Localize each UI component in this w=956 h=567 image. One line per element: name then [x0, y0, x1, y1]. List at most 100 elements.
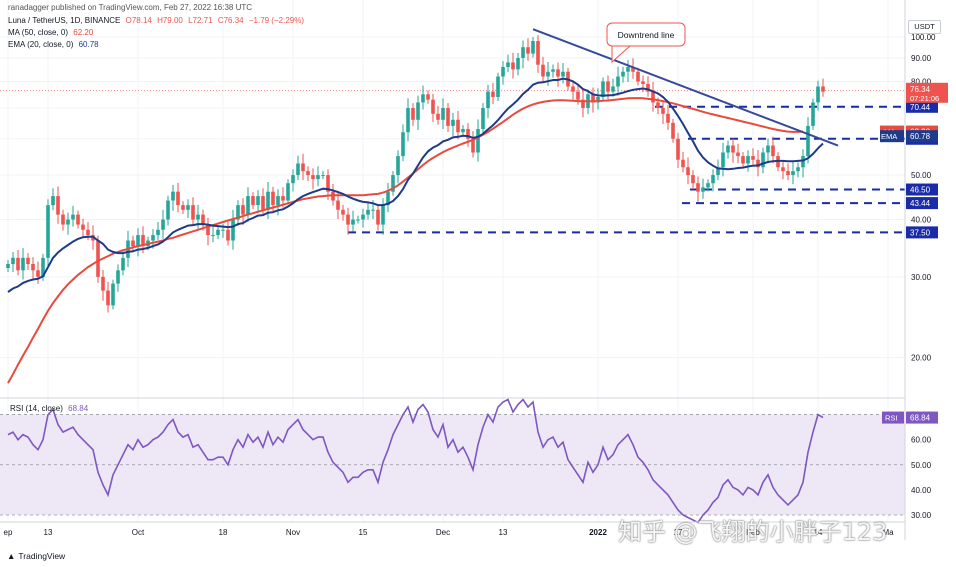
candle-body — [31, 263, 35, 271]
candle-body — [196, 214, 200, 220]
candle-body — [321, 175, 325, 177]
ema-tag-box — [906, 130, 938, 143]
time-tick-label: Dec — [436, 528, 450, 537]
ma-legend[interactable]: MA (50, close, 0) 62.20 — [8, 28, 96, 38]
candle-body — [296, 163, 300, 176]
symbol-name: Luna / TetherUS, 1D, BINANCE — [8, 16, 121, 25]
candle-body — [751, 156, 755, 160]
candle-body — [231, 219, 235, 241]
candle-body — [71, 214, 75, 220]
time-tick-label: Oct — [132, 528, 145, 537]
price-tick-label: 40.00 — [911, 216, 932, 225]
time-tick-label: Ma — [882, 528, 894, 537]
candle-body — [351, 219, 355, 225]
candle-body — [391, 175, 395, 192]
candle-body — [261, 196, 265, 210]
candle-body — [221, 229, 225, 231]
candle-body — [276, 196, 280, 206]
candle-body — [646, 83, 650, 92]
candle-body — [431, 99, 435, 114]
tradingview-logo-text: TradingView — [18, 551, 66, 561]
tradingview-logo[interactable]: ▲ TradingView — [7, 551, 65, 561]
candle-body — [211, 235, 215, 237]
ema-legend-value: 60.78 — [78, 40, 99, 49]
candle-body — [521, 47, 525, 58]
candle-body — [406, 108, 410, 133]
ema-20-line — [7, 77, 824, 293]
candle-body — [181, 205, 185, 210]
candle-body — [716, 167, 720, 176]
candle-body — [741, 156, 745, 164]
candle-body — [736, 152, 740, 157]
candle-body — [376, 209, 380, 225]
last-price-tag — [906, 82, 948, 103]
candle-body — [506, 62, 510, 68]
candle-body — [286, 183, 290, 201]
candle-body — [496, 76, 500, 97]
candle-body — [706, 183, 710, 188]
rsi-tag-name: RSI — [885, 414, 898, 423]
candle-body — [466, 129, 470, 139]
time-tick-label: 13 — [499, 528, 508, 537]
candle-body — [361, 214, 365, 220]
ma-legend-value: 62.20 — [73, 28, 94, 37]
candle-body — [256, 196, 260, 206]
candle-body — [96, 240, 100, 277]
ma-legend-label: MA (50, close, 0) — [8, 28, 69, 37]
candle-body — [201, 214, 205, 225]
ohlc-close: C76.34 — [217, 16, 244, 25]
candle-body — [101, 276, 105, 291]
candle-body — [226, 229, 230, 241]
price-tick-label: 30.00 — [911, 273, 932, 282]
candle-body — [801, 156, 805, 168]
price-tick-label: 80.00 — [911, 77, 932, 86]
ema-tag-label: 60.78 — [910, 132, 931, 141]
axis-tags: 70.4460.0046.5043.4437.5076.3407:21:06MA… — [880, 82, 948, 424]
rsi-line — [7, 398, 824, 524]
candle-body — [591, 94, 595, 103]
candle-body — [51, 196, 55, 206]
candle-body — [421, 94, 425, 103]
support-levels — [0, 90, 905, 234]
candle-body — [271, 191, 275, 206]
time-tick-label: Nov — [286, 528, 300, 537]
candle-body — [676, 138, 680, 160]
ohlc-low: L72.71 — [188, 16, 213, 25]
candle-body — [616, 76, 620, 87]
candle-body — [111, 283, 115, 306]
candle-body — [346, 214, 350, 225]
candle-body — [11, 257, 15, 264]
ema-legend[interactable]: EMA (20, close, 0) 60.78 — [8, 40, 102, 50]
candle-body — [416, 102, 420, 120]
ohlc-change: −1.79 (−2.29%) — [248, 16, 304, 25]
candle-body — [171, 191, 175, 201]
candle-body — [696, 183, 700, 192]
candle-body — [41, 257, 45, 277]
candle-body — [411, 108, 415, 120]
time-tick-label: ep — [4, 528, 13, 537]
candle-body — [386, 191, 390, 206]
rsi-value-tag — [906, 411, 938, 424]
time-axis[interactable]: ep 13 Oct 18 Nov 15 Dec 13 2022 17 Feb 14 Ma — [4, 528, 895, 537]
candle-body — [381, 205, 385, 225]
last-price-countdown: 07:21:06 — [910, 94, 939, 103]
candle-body — [136, 235, 140, 247]
candle-body — [761, 152, 765, 168]
ema-tag-name-box — [880, 130, 904, 143]
candle-body — [356, 219, 360, 221]
price-tick-label: 50.00 — [911, 171, 932, 180]
candle-body — [436, 113, 440, 120]
candle-body — [311, 175, 315, 180]
publisher-line: ranadagger published on TradingView.com,… — [8, 3, 253, 12]
candle-body — [546, 71, 550, 77]
ohlc-open: O78.14 — [125, 16, 152, 25]
candle-body — [526, 47, 530, 54]
currency-button[interactable]: USDT — [908, 20, 941, 34]
time-tick-label: 18 — [219, 528, 228, 537]
candle-body — [141, 235, 145, 247]
rsi-legend: RSI (14, close) 68.84 — [10, 404, 89, 413]
candle-body — [796, 167, 800, 172]
candle-body — [401, 132, 405, 157]
level-tag-label: 70.44 — [910, 103, 931, 112]
